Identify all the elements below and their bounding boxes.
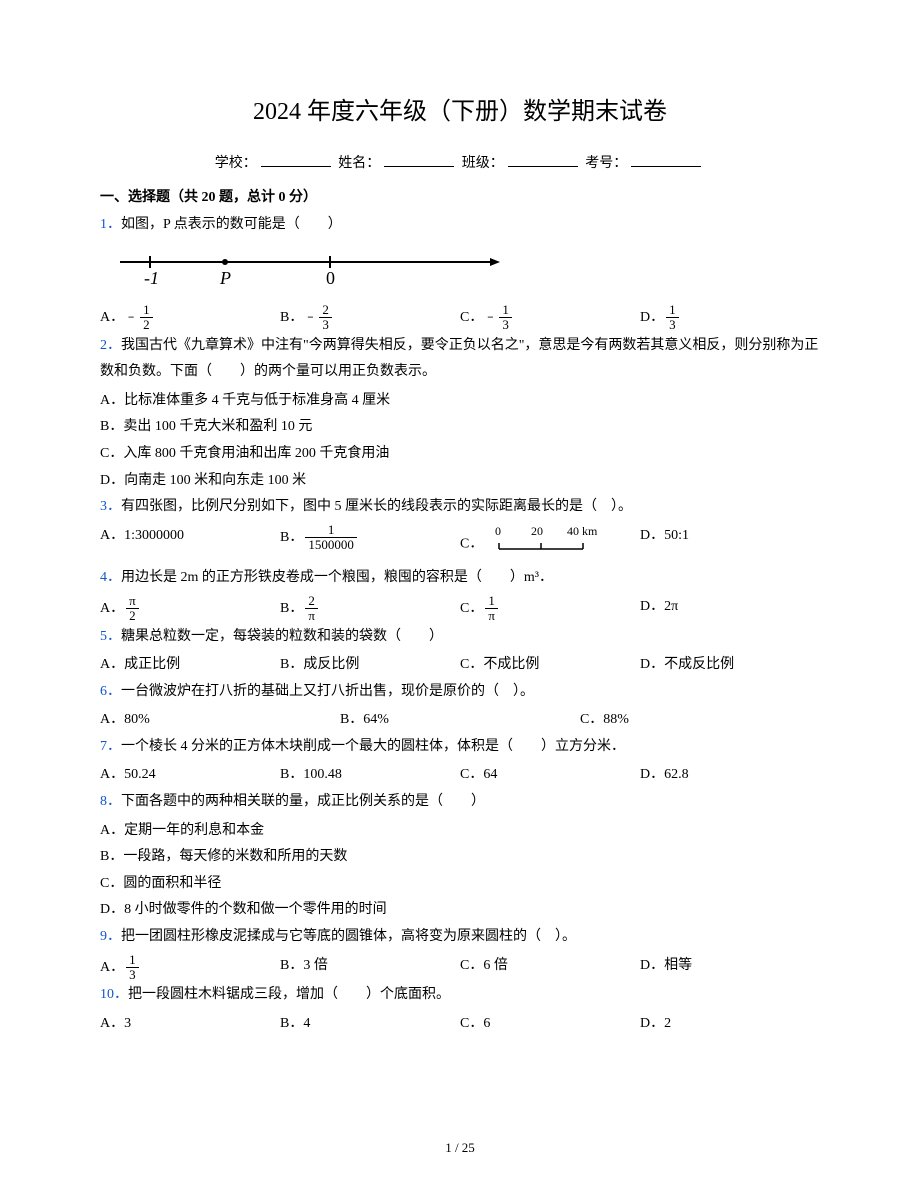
svg-text:0: 0 bbox=[495, 524, 501, 538]
q7-optD[interactable]: D．62.8 bbox=[640, 762, 820, 789]
q7-number: 7． bbox=[100, 739, 121, 754]
number-line-diagram: -1 P 0 bbox=[120, 244, 820, 297]
school-blank[interactable] bbox=[261, 166, 331, 167]
q5-text: 糖果总粒数一定，每袋装的粒数和装的袋数（ ） bbox=[121, 629, 443, 644]
q4-optC[interactable]: C．1π bbox=[460, 594, 640, 624]
line-p-label: P bbox=[219, 268, 231, 286]
q8-options: A．定期一年的利息和本金 B．一段路，每天修的米数和所用的天数 C．圆的面积和半… bbox=[100, 818, 820, 924]
q9-optB[interactable]: B．3 倍 bbox=[280, 953, 460, 983]
q7-optA[interactable]: A．50.24 bbox=[100, 762, 280, 789]
q10-optD[interactable]: D．2 bbox=[640, 1011, 820, 1038]
q4-text: 用边长是 2m 的正方形铁皮卷成一个粮囤，粮囤的容积是（ ）m³． bbox=[121, 570, 553, 585]
q2-optC[interactable]: C．入库 800 千克食用油和出库 200 千克食用油 bbox=[100, 441, 820, 468]
q7-options: A．50.24 B．100.48 C．64 D．62.8 bbox=[100, 762, 820, 789]
q10-optB[interactable]: B．4 bbox=[280, 1011, 460, 1038]
class-blank[interactable] bbox=[508, 166, 578, 167]
q4-optD[interactable]: D．2π bbox=[640, 594, 820, 624]
class-label: 班级： bbox=[462, 156, 504, 171]
q9-optA[interactable]: A．13 bbox=[100, 953, 280, 983]
q5-options: A．成正比例 B．成反比例 C．不成比例 D．不成反比例 bbox=[100, 652, 820, 679]
question-2: 2．我国古代《九章算术》中注有"今两算得失相反，要令正负以名之"，意思是今有两数… bbox=[100, 333, 820, 386]
q1-optC[interactable]: C．﹣13 bbox=[460, 303, 640, 333]
question-1: 1．如图，P 点表示的数可能是（ ） bbox=[100, 212, 820, 239]
q5-number: 5． bbox=[100, 629, 121, 644]
q7-optC[interactable]: C．64 bbox=[460, 762, 640, 789]
q8-optD[interactable]: D．8 小时做零件的个数和做一个零件用的时间 bbox=[100, 897, 820, 924]
q6-optA[interactable]: A．80% bbox=[100, 707, 340, 734]
q2-optB[interactable]: B．卖出 100 千克大米和盈利 10 元 bbox=[100, 414, 820, 441]
q1-options: A．﹣12 B．﹣23 C．﹣13 D．13 bbox=[100, 303, 820, 333]
q10-optC[interactable]: C．6 bbox=[460, 1011, 640, 1038]
q1-text: 如图，P 点表示的数可能是（ ） bbox=[121, 217, 342, 232]
q3-optD[interactable]: D．50:1 bbox=[640, 523, 820, 566]
q2-number: 2． bbox=[100, 338, 121, 353]
q4-optB[interactable]: B．2π bbox=[280, 594, 460, 624]
q10-number: 10． bbox=[100, 987, 128, 1002]
question-7: 7．一个棱长 4 分米的正方体木块削成一个最大的圆柱体，体积是（ ）立方分米． bbox=[100, 734, 820, 761]
q6-options: A．80% B．64% C．88% bbox=[100, 707, 820, 734]
q5-optA[interactable]: A．成正比例 bbox=[100, 652, 280, 679]
q2-options: A．比标准体重多 4 千克与低于标准身高 4 厘米 B．卖出 100 千克大米和… bbox=[100, 388, 820, 494]
question-5: 5．糖果总粒数一定，每袋装的粒数和装的袋数（ ） bbox=[100, 624, 820, 651]
q10-optA[interactable]: A．3 bbox=[100, 1011, 280, 1038]
q2-optD[interactable]: D．向南走 100 米和向东走 100 米 bbox=[100, 468, 820, 495]
name-label: 姓名： bbox=[338, 156, 380, 171]
q1-optA[interactable]: A．﹣12 bbox=[100, 303, 280, 333]
q7-text: 一个棱长 4 分米的正方体木块削成一个最大的圆柱体，体积是（ ）立方分米． bbox=[121, 739, 625, 754]
q10-text: 把一段圆柱木料锯成三段，增加（ ）个底面积。 bbox=[128, 987, 450, 1002]
q10-options: A．3 B．4 C．6 D．2 bbox=[100, 1011, 820, 1038]
question-4: 4．用边长是 2m 的正方形铁皮卷成一个粮囤，粮囤的容积是（ ）m³． bbox=[100, 565, 820, 592]
line-neg1-label: -1 bbox=[144, 268, 159, 286]
q1-optD[interactable]: D．13 bbox=[640, 303, 820, 333]
question-8: 8．下面各题中的两种相关联的量，成正比例关系的是（ ） bbox=[100, 789, 820, 816]
q9-text: 把一团圆柱形橡皮泥揉成与它等底的圆锥体，高将变为原来圆柱的（ ）。 bbox=[121, 929, 576, 944]
q4-optA[interactable]: A．π2 bbox=[100, 594, 280, 624]
q6-text: 一台微波炉在打八折的基础上又打八折出售，现价是原价的（ ）。 bbox=[121, 684, 534, 699]
line-0-label: 0 bbox=[326, 268, 335, 286]
q9-options: A．13 B．3 倍 C．6 倍 D．相等 bbox=[100, 953, 820, 983]
name-blank[interactable] bbox=[384, 166, 454, 167]
page-title: 2024 年度六年级（下册）数学期末试卷 bbox=[100, 90, 820, 136]
q9-optD[interactable]: D．相等 bbox=[640, 953, 820, 983]
q5-optC[interactable]: C．不成比例 bbox=[460, 652, 640, 679]
q9-number: 9． bbox=[100, 929, 121, 944]
q6-optB[interactable]: B．64% bbox=[340, 707, 580, 734]
question-3: 3．有四张图，比例尺分别如下，图中 5 厘米长的线段表示的实际距离最长的是（ ）… bbox=[100, 494, 820, 521]
examid-blank[interactable] bbox=[631, 166, 701, 167]
q8-optB[interactable]: B．一段路，每天修的米数和所用的天数 bbox=[100, 844, 820, 871]
q3-number: 3． bbox=[100, 499, 121, 514]
q6-optC[interactable]: C．88% bbox=[580, 707, 820, 734]
q8-optA[interactable]: A．定期一年的利息和本金 bbox=[100, 818, 820, 845]
q9-optC[interactable]: C．6 倍 bbox=[460, 953, 640, 983]
q5-optD[interactable]: D．不成反比例 bbox=[640, 652, 820, 679]
svg-text:40 km: 40 km bbox=[567, 524, 598, 538]
q1-number: 1． bbox=[100, 217, 121, 232]
svg-text:20: 20 bbox=[531, 524, 543, 538]
q2-text: 我国古代《九章算术》中注有"今两算得失相反，要令正负以名之"，意思是今有两数若其… bbox=[100, 338, 818, 380]
question-9: 9．把一团圆柱形橡皮泥揉成与它等底的圆锥体，高将变为原来圆柱的（ ）。 bbox=[100, 924, 820, 951]
question-6: 6．一台微波炉在打八折的基础上又打八折出售，现价是原价的（ ）。 bbox=[100, 679, 820, 706]
school-label: 学校： bbox=[215, 156, 257, 171]
q4-number: 4． bbox=[100, 570, 121, 585]
page-footer: 1 / 25 bbox=[0, 1136, 920, 1161]
q8-optC[interactable]: C．圆的面积和半径 bbox=[100, 871, 820, 898]
q2-optA[interactable]: A．比标准体重多 4 千克与低于标准身高 4 厘米 bbox=[100, 388, 820, 415]
q8-text: 下面各题中的两种相关联的量，成正比例关系的是（ ） bbox=[121, 794, 485, 809]
q3-text: 有四张图，比例尺分别如下，图中 5 厘米长的线段表示的实际距离最长的是（ ）。 bbox=[121, 499, 632, 514]
q3-optA[interactable]: A．1:3000000 bbox=[100, 523, 280, 566]
q6-number: 6． bbox=[100, 684, 121, 699]
section1-header: 一、选择题（共 20 题，总计 0 分） bbox=[100, 185, 820, 212]
q8-number: 8． bbox=[100, 794, 121, 809]
scale-bar-icon: 0 20 40 km bbox=[495, 523, 605, 566]
examid-label: 考号： bbox=[585, 156, 627, 171]
student-info-line: 学校： 姓名： 班级： 考号： bbox=[100, 151, 820, 178]
question-10: 10．把一段圆柱木料锯成三段，增加（ ）个底面积。 bbox=[100, 982, 820, 1009]
q3-options: A．1:3000000 B．11500000 C． 0 20 40 km D．5… bbox=[100, 523, 820, 566]
q3-optB[interactable]: B．11500000 bbox=[280, 523, 460, 566]
q5-optB[interactable]: B．成反比例 bbox=[280, 652, 460, 679]
q3-optC[interactable]: C． 0 20 40 km bbox=[460, 523, 640, 566]
q4-options: A．π2 B．2π C．1π D．2π bbox=[100, 594, 820, 624]
q1-optB[interactable]: B．﹣23 bbox=[280, 303, 460, 333]
q7-optB[interactable]: B．100.48 bbox=[280, 762, 460, 789]
